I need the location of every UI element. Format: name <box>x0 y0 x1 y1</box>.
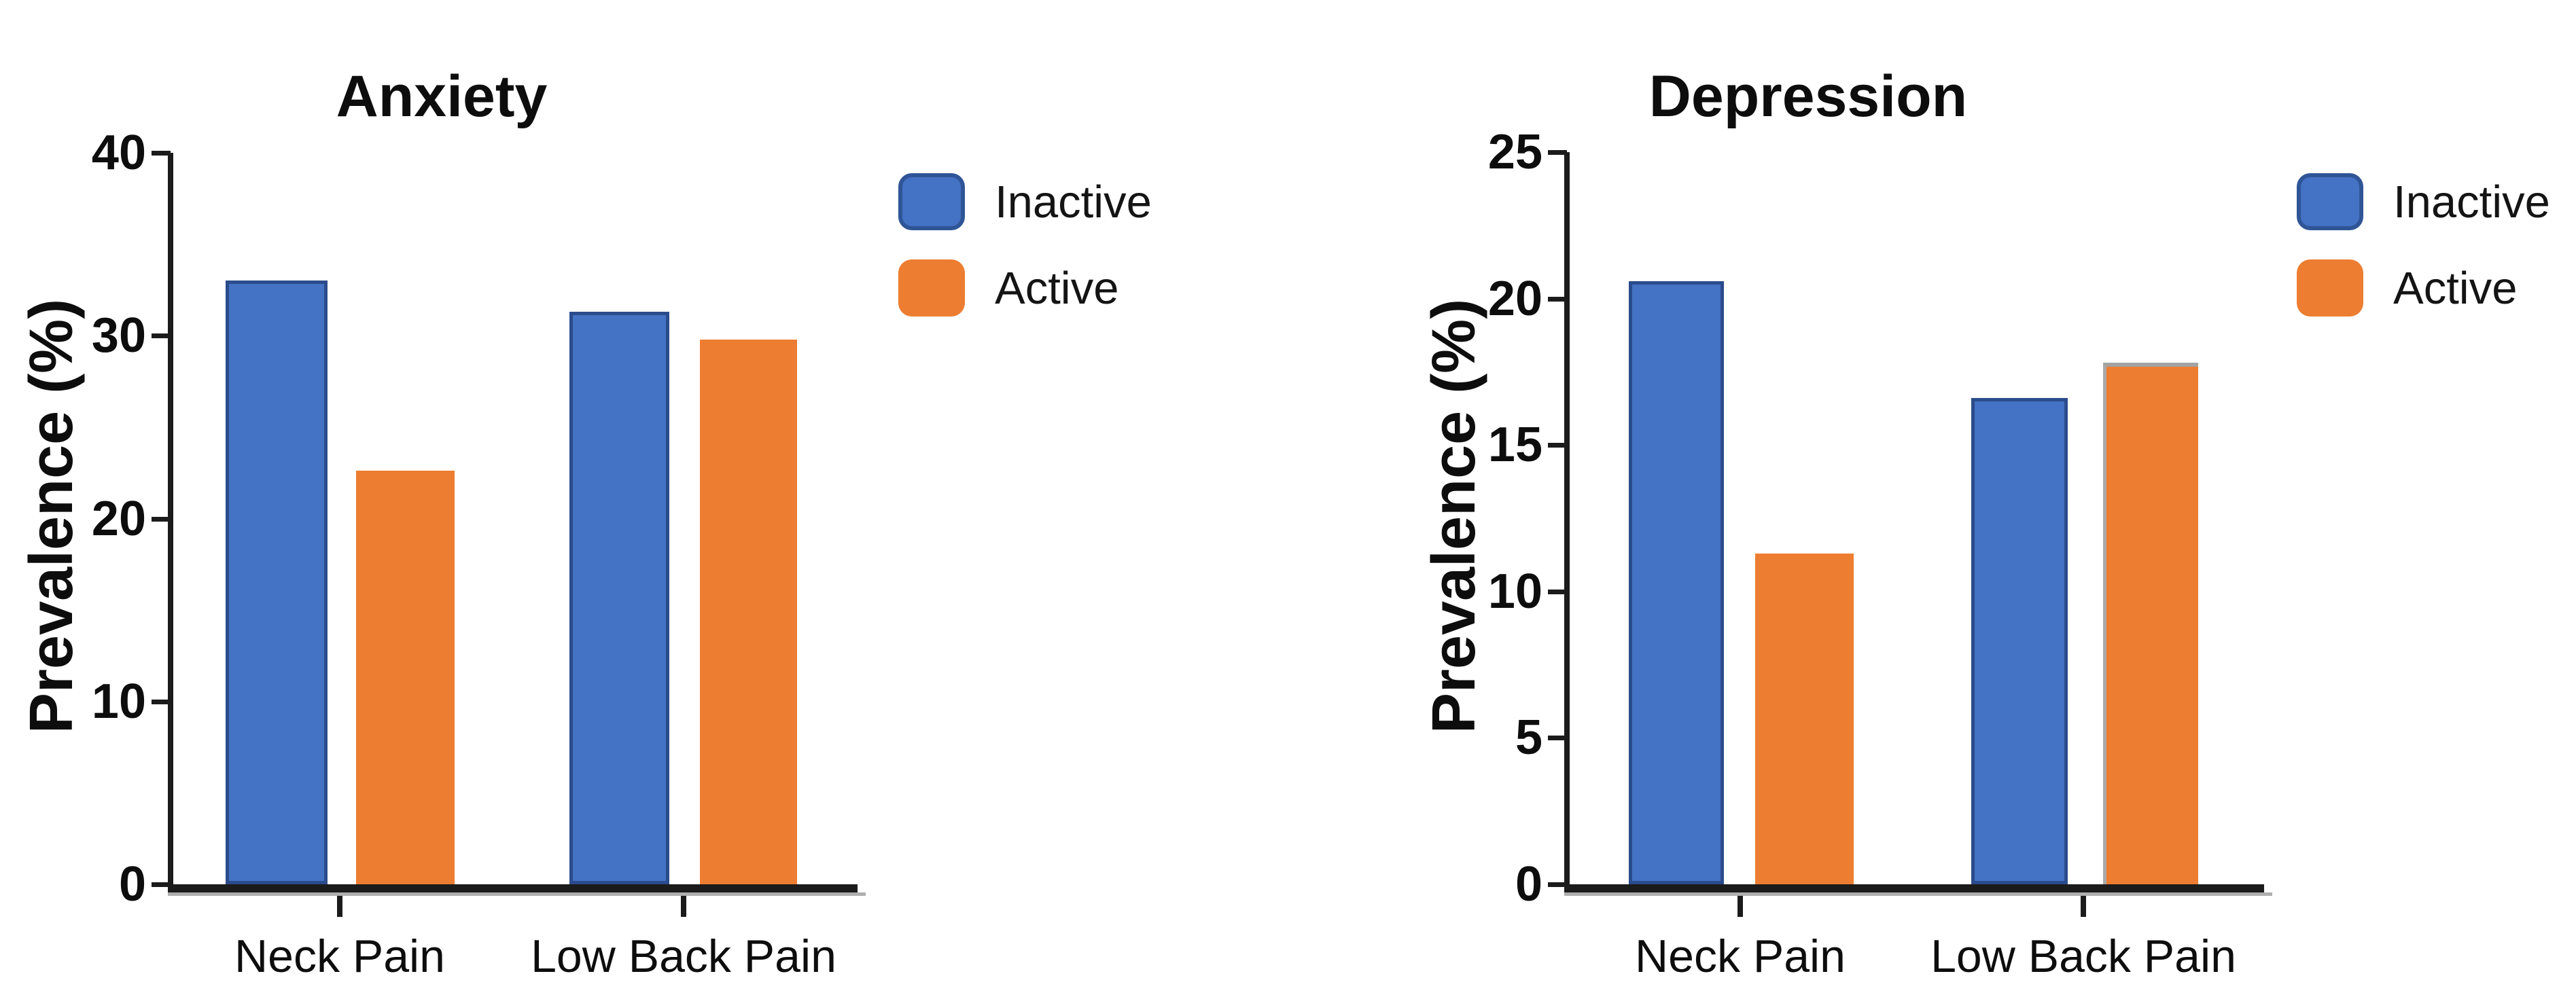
y-tick-label: 30 <box>91 308 146 363</box>
x-category-label: Low Back Pain <box>531 930 836 982</box>
chart-title: Anxiety <box>336 64 548 130</box>
y-tick-label: 40 <box>91 126 146 180</box>
y-tick-label: 20 <box>91 491 146 546</box>
inactive-swatch-icon <box>898 173 965 230</box>
x-category-label: Neck Pain <box>234 930 445 982</box>
y-tick <box>152 333 171 339</box>
y-axis-label: Prevalence (%) <box>1420 298 1488 734</box>
bar-active-neck-pain <box>356 471 455 884</box>
legend-label-active: Active <box>995 262 1119 314</box>
plot-area: 0 10 20 30 40 Neck Pain Low Back Pain <box>92 128 866 981</box>
x-tick <box>681 892 686 917</box>
bar-active-low-back-pain <box>700 340 797 884</box>
legend-item-active: Active <box>2297 259 2550 316</box>
x-category-label: Neck Pain <box>1635 930 1846 982</box>
y-tick-label: 25 <box>1487 125 1542 179</box>
legend-item-inactive: Inactive <box>2297 173 2550 230</box>
bar-active-neck-pain <box>1755 554 1854 884</box>
y-tick <box>1548 736 1567 741</box>
legend-item-inactive: Inactive <box>898 173 1152 230</box>
y-tick-label: 5 <box>1515 710 1542 765</box>
x-category-label: Low Back Pain <box>1930 930 2236 982</box>
active-swatch-icon <box>898 259 965 316</box>
bar-inactive-neck-pain <box>226 281 328 884</box>
y-tick-label: 15 <box>1487 418 1542 473</box>
y-tick-label: 10 <box>1487 564 1542 619</box>
legend: Inactive Active <box>2297 173 2550 316</box>
y-tick-label: 10 <box>91 674 146 729</box>
bar-inactive-low-back-pain <box>569 312 669 884</box>
x-tick <box>2081 892 2086 917</box>
inactive-swatch-icon <box>2297 173 2363 230</box>
legend-item-active: Active <box>898 259 1152 316</box>
chart-title: Depression <box>1648 64 1968 130</box>
bar-active-low-back-pain <box>2103 363 2198 884</box>
bar-inactive-neck-pain <box>1629 281 1724 884</box>
legend-label-inactive: Inactive <box>995 176 1152 228</box>
y-tick-label: 0 <box>1515 857 1542 911</box>
legend-label-inactive: Inactive <box>2393 176 2550 228</box>
legend: Inactive Active <box>898 173 1152 316</box>
active-swatch-icon <box>2297 259 2363 316</box>
y-tick <box>152 699 171 704</box>
x-tick <box>1737 892 1743 917</box>
x-tick <box>337 892 342 917</box>
y-tick-label: 0 <box>118 857 146 911</box>
bar-inactive-low-back-pain <box>1971 398 2068 884</box>
y-tick <box>152 516 171 522</box>
y-tick <box>152 882 171 887</box>
y-tick <box>152 151 171 156</box>
y-tick <box>1548 296 1567 302</box>
plot-area: 0 5 10 15 20 25 Neck Pain Low Back Pain <box>1488 127 2272 981</box>
legend-label-active: Active <box>2393 262 2518 314</box>
y-tick <box>1548 882 1567 887</box>
y-tick <box>1548 150 1567 155</box>
y-tick <box>1548 589 1567 594</box>
y-tick <box>1548 443 1567 448</box>
y-tick-label: 20 <box>1487 271 1542 326</box>
